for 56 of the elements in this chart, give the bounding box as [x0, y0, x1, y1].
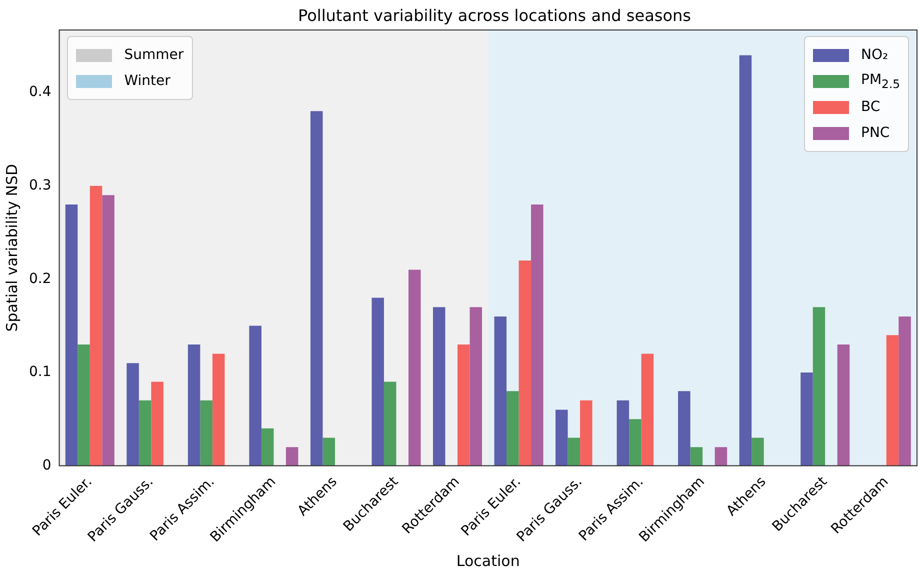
- bar: [90, 186, 102, 466]
- legend-label: NO₂: [861, 47, 888, 63]
- bar: [151, 382, 164, 466]
- bar: [886, 335, 899, 466]
- bar: [812, 307, 826, 466]
- y-tick-label: 0.2: [29, 270, 52, 287]
- bar: [286, 447, 298, 466]
- y-tick-label: 0: [42, 457, 52, 474]
- legend-label: PNC: [861, 125, 890, 141]
- bar: [580, 400, 592, 466]
- y-tick-label: 0.4: [29, 84, 52, 100]
- bar: [556, 410, 568, 466]
- legend-label: PM$_{2.5}$: [861, 72, 900, 90]
- bar: [506, 391, 519, 466]
- bar: [212, 354, 225, 466]
- bar: [518, 260, 532, 466]
- bar: [616, 400, 630, 466]
- bar: [322, 438, 335, 466]
- bar: [102, 195, 114, 466]
- bar: [138, 400, 152, 466]
- bar: [65, 204, 78, 466]
- bar: [752, 438, 764, 466]
- bar: [470, 307, 482, 466]
- bar: [739, 55, 752, 466]
- x-axis-title: Location: [456, 552, 520, 570]
- annotation: Winter: [124, 73, 170, 89]
- bar: [372, 298, 384, 466]
- bar: [126, 363, 139, 466]
- annotation: Summer: [124, 47, 184, 63]
- bar: [714, 447, 728, 466]
- season-key: Summer Winter: [67, 36, 193, 100]
- bar: [641, 354, 654, 466]
- bar: [310, 111, 323, 466]
- bar: [800, 372, 813, 466]
- y-axis-title: Spatial variability NSD: [2, 164, 21, 332]
- bar: [200, 400, 212, 466]
- bar: [678, 391, 690, 466]
- bar: [531, 204, 544, 466]
- bar: [432, 307, 446, 466]
- bar: [494, 316, 507, 466]
- bar: [458, 344, 470, 466]
- y-tick-label: 0.3: [29, 177, 52, 194]
- legend-label: BC: [861, 99, 880, 115]
- bar: [568, 438, 580, 466]
- bar: [690, 447, 703, 466]
- y-tick-label: 0.1: [29, 364, 52, 380]
- bar: [78, 344, 90, 466]
- bar: [249, 326, 262, 466]
- chart-title: Pollutant variability across locations and seasons: [297, 6, 692, 25]
- bar: [629, 419, 642, 466]
- bar: [408, 270, 421, 466]
- bar: [261, 428, 274, 466]
- bar: [898, 316, 911, 466]
- bar: [188, 344, 200, 466]
- bar: [384, 382, 396, 466]
- bar: [837, 344, 850, 466]
